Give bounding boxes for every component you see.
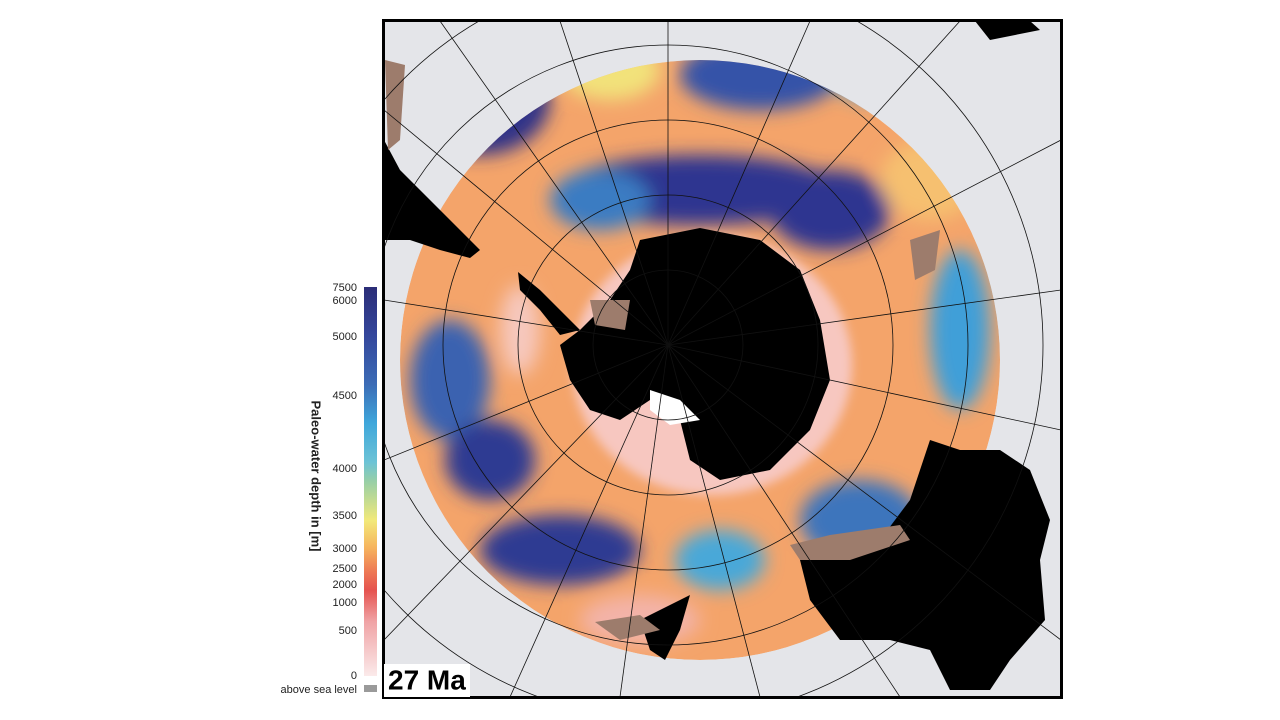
colorbar-title: Paleo-water depth in [m]	[309, 401, 324, 552]
landmasses	[384, 21, 1050, 690]
colorbar-tick-label: 500	[339, 625, 357, 637]
africa-tip	[975, 21, 1040, 40]
australia	[800, 440, 1050, 690]
colorbar-tick-label: 5000	[333, 331, 357, 343]
colorbar-tick-label: 3000	[333, 543, 357, 555]
above-sea-level-swatch	[364, 685, 377, 692]
colorbar	[364, 287, 377, 676]
colorbar-tick-label: 0	[351, 670, 357, 682]
new-zealand	[640, 595, 690, 660]
colorbar-tick-label: 2000	[333, 579, 357, 591]
above-sea-level-label: above sea level	[281, 684, 357, 696]
continental-shelves	[385, 60, 940, 640]
colorbar-tick-label: 2500	[333, 563, 357, 575]
age-label-box	[384, 664, 470, 697]
colorbar-tick-label: 3500	[333, 510, 357, 522]
colorbar-tick-label: 7500	[333, 282, 357, 294]
colorbar-tick-label: 1000	[333, 597, 357, 609]
age-label: 27 Ma	[388, 664, 466, 695]
ice-shelf	[650, 390, 700, 425]
colorbar-tick-label: 4500	[333, 390, 357, 402]
colorbar-tick-label: 6000	[333, 295, 357, 307]
south-america	[384, 140, 480, 258]
antarctic-peninsula	[518, 272, 580, 335]
graticule	[384, 21, 1061, 697]
antarctica	[560, 228, 830, 480]
map-frame	[382, 19, 1063, 699]
colorbar-tick-label: 4000	[333, 463, 357, 475]
colorbar-ticks: 7500600050004500400035003000250020001000…	[333, 282, 357, 682]
map	[384, 21, 1061, 697]
